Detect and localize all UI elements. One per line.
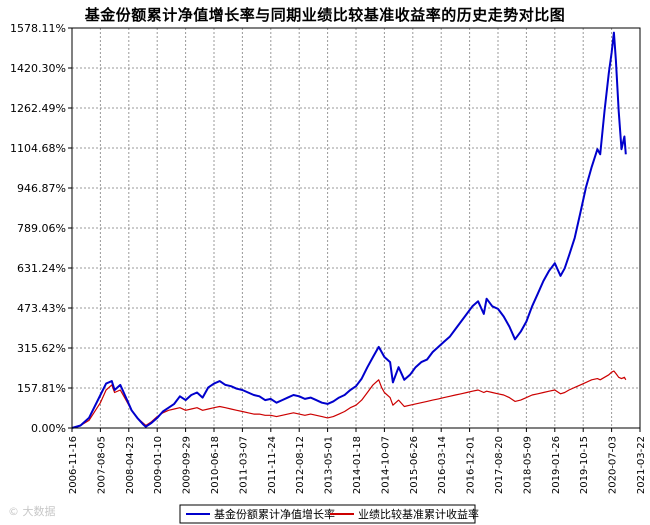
watermark: © 大数据 — [8, 505, 56, 518]
x-tick-label: 2020-07-03 — [608, 436, 619, 494]
y-tick-label: 0.00% — [31, 422, 66, 435]
x-tick-label: 2014-10-07 — [380, 436, 391, 494]
x-tick-label: 2011-11-24 — [267, 436, 278, 494]
y-tick-label: 1420.30% — [10, 62, 66, 75]
y-tick-label: 1578.11% — [10, 22, 66, 35]
legend-label: 业绩比较基准累计收益率 — [358, 507, 479, 521]
y-axis: 0.00% 157.81% 315.62% 473.43% 631.24% 789.06%… — [10, 22, 72, 435]
legend: 基金份额累计净值增长率 业绩比较基准累计收益率 — [179, 504, 479, 524]
x-tick-label: 2018-05-09 — [522, 436, 533, 494]
plot-frame — [71, 27, 641, 429]
y-tick-label: 473.43% — [17, 302, 66, 315]
x-tick-label: 2016-12-01 — [466, 436, 477, 494]
series — [71, 31, 627, 429]
legend-label: 基金份额累计净值增长率 — [214, 507, 335, 521]
x-tick-label: 2006-11-16 — [68, 436, 79, 494]
y-tick-label: 157.81% — [17, 382, 66, 395]
legend-box — [179, 504, 476, 524]
x-tick-label: 2013-05-01 — [324, 436, 335, 494]
x-tick-label: 2019-10-15 — [579, 436, 590, 494]
y-tick-label: 946.87% — [17, 182, 66, 195]
x-tick-label: 2008-04-23 — [125, 436, 136, 494]
series-line-0 — [71, 31, 627, 429]
x-tick-label: 2009-09-29 — [182, 436, 193, 494]
x-tick-label: 2021-03-22 — [636, 436, 647, 494]
x-tick-label: 2017-08-20 — [494, 436, 505, 494]
x-axis: 2006-11-16 2007-08-05 2008-04-23 2009-01-10… — [68, 428, 647, 494]
chart-title: 基金份额累计净值增长率与同期业绩比较基准收益率的历史走势对比图 — [84, 6, 566, 24]
y-tick-label: 1104.68% — [10, 142, 66, 155]
x-tick-label: 2010-06-18 — [210, 436, 221, 494]
x-tick-label: 2007-08-05 — [96, 436, 107, 494]
x-tick-label: 2015-06-26 — [409, 436, 420, 494]
y-tick-label: 631.24% — [17, 262, 66, 275]
y-tick-label: 315.62% — [17, 342, 66, 355]
x-tick-label: 2012-08-12 — [295, 436, 306, 494]
x-tick-label: 2019-01-26 — [551, 436, 562, 494]
x-tick-label: 2009-01-10 — [153, 436, 164, 494]
x-tick-label: 2014-01-18 — [352, 436, 363, 494]
x-tick-label: 2016-03-14 — [437, 436, 448, 494]
x-tick-label: 2011-03-07 — [238, 436, 249, 494]
y-tick-label: 789.06% — [17, 222, 66, 235]
grid — [72, 27, 640, 428]
series-line-1 — [71, 370, 627, 429]
y-tick-label: 1262.49% — [10, 102, 66, 115]
